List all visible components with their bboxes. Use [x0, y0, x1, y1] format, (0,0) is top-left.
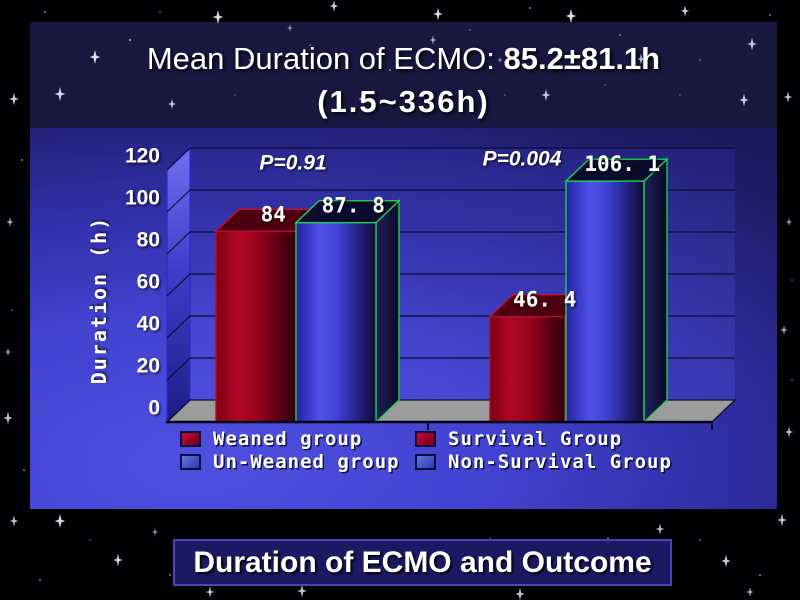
bar-front-face: [489, 315, 566, 423]
bar-value-label: 106. 1: [584, 152, 660, 176]
title-band: [30, 22, 777, 128]
gridline-connector: [166, 273, 191, 297]
red-bar-survival-group: [488, 293, 590, 423]
y-axis-title: Duration (h): [87, 216, 111, 385]
gridline-connector: [166, 189, 191, 213]
gridline-connector: [166, 357, 191, 381]
p-value-label: P=0.91: [259, 152, 326, 175]
chart-legend: Weaned group Survival Group Un-Weaned grou…: [180, 428, 672, 473]
y-tick-label: 20: [137, 355, 160, 378]
bar-front-face: [565, 180, 645, 423]
legend-item: Survival Group: [415, 428, 672, 450]
blue-bar-non-survival-group: [564, 157, 669, 424]
bar-value-label: 84: [261, 202, 286, 226]
gridline-connector: [166, 315, 191, 339]
bar-value-label: 46. 4: [513, 288, 576, 312]
legend-swatch-blue: [415, 454, 436, 470]
title-line2-range: (1.5~336h): [317, 84, 490, 119]
y-tick-label: 0: [148, 397, 160, 420]
caption-bar: Duration of ECMO and Outcome: [173, 539, 672, 586]
gridline-connector: [166, 147, 191, 171]
legend-swatch-red: [180, 431, 201, 447]
legend-label: Survival Group: [448, 428, 623, 450]
chart-panel: Duration (h) 0 20 40 60 80 100 120 84 87. 8 46. 4…: [30, 128, 777, 509]
bar-value-label: 87. 8: [322, 194, 385, 218]
blue-bar-un-weaned-group: [294, 199, 401, 424]
legend-label: Non-Survival Group: [448, 451, 672, 473]
legend-label: Un-Weaned group: [213, 451, 400, 473]
bars: [214, 157, 669, 424]
bar-front-face: [215, 230, 297, 423]
legend-swatch-blue: [180, 454, 201, 470]
y-tick-label: 100: [125, 187, 160, 210]
legend-label: Weaned group: [213, 428, 363, 450]
y-tick-label: 120: [125, 145, 160, 168]
title-line1-regular: Mean Duration of ECMO:: [146, 41, 504, 76]
bar-side-face: [375, 199, 400, 424]
p-value-label: P=0.004: [483, 148, 562, 171]
y-tick-label: 80: [137, 229, 160, 252]
legend-swatch-red: [415, 431, 436, 447]
red-bar-weaned-group: [214, 208, 321, 423]
y-tick-label: 60: [137, 271, 160, 294]
y-tick-label: 40: [137, 313, 160, 336]
title-line1-stat: 85.2±81.1h: [503, 41, 661, 76]
legend-item: Weaned group: [180, 428, 415, 450]
chart-labels: 0 20 40 60 80 100 120 84 87. 8 46. 4 106. 1 P=0.91 P…: [125, 145, 660, 420]
slide-title: Mean Duration of ECMO: 85.2±81.1h (1.5~3…: [30, 22, 777, 123]
bar-chart: Duration (h) 0 20 40 60 80 100 120 84 87. 8 46. 4…: [87, 145, 737, 430]
legend-item: Un-Weaned group: [180, 451, 415, 473]
title-line1: Mean Duration of ECMO: 85.2±81.1h: [30, 37, 777, 80]
legend-item: Non-Survival Group: [415, 451, 672, 473]
gridline-connector: [166, 231, 191, 255]
bar-front-face: [295, 221, 377, 423]
bar-side-face: [643, 157, 668, 424]
caption-text: Duration of ECMO and Outcome: [193, 545, 652, 579]
